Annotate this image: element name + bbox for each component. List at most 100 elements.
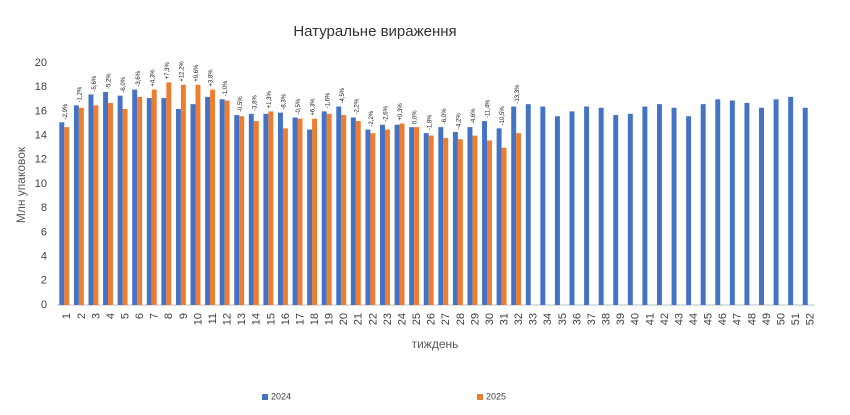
bar bbox=[467, 127, 473, 305]
bar bbox=[350, 117, 356, 305]
bar bbox=[642, 106, 648, 305]
bar bbox=[438, 127, 444, 305]
legend-label: 2024 bbox=[271, 391, 291, 401]
y-tick-label: 6 bbox=[41, 226, 47, 238]
x-tick-label: 24 bbox=[396, 313, 408, 325]
y-tick-label: 20 bbox=[35, 57, 47, 69]
x-tick-label: 33 bbox=[528, 313, 540, 325]
bar bbox=[103, 92, 109, 305]
x-tick-label: 28 bbox=[455, 313, 467, 325]
legend-swatch bbox=[477, 394, 483, 400]
data-annotation: -2,2% bbox=[369, 110, 375, 126]
bar bbox=[307, 129, 313, 305]
bar bbox=[166, 82, 172, 305]
data-annotation: -11,4% bbox=[486, 99, 492, 118]
bar bbox=[516, 133, 522, 305]
data-annotation: -4,6% bbox=[471, 108, 477, 124]
bar bbox=[802, 107, 808, 306]
legend-label: 2025 bbox=[486, 391, 506, 401]
bar bbox=[321, 111, 327, 306]
y-tick-label: 4 bbox=[41, 251, 47, 263]
chart-title: Натуральне вираження bbox=[293, 23, 456, 40]
x-tick-label: 22 bbox=[367, 313, 379, 325]
data-annotation: +4,3% bbox=[150, 69, 156, 87]
bar bbox=[525, 104, 531, 305]
data-annotation: -1,8% bbox=[427, 114, 433, 130]
bar bbox=[569, 111, 575, 306]
bar bbox=[613, 115, 619, 305]
bar bbox=[253, 121, 259, 305]
bar bbox=[180, 84, 186, 305]
data-annotation: -4,5% bbox=[340, 87, 346, 103]
y-tick-label: 12 bbox=[35, 154, 47, 166]
bar bbox=[122, 108, 128, 305]
data-annotation: -5,6% bbox=[92, 75, 98, 91]
bar bbox=[511, 106, 517, 305]
bar bbox=[428, 135, 434, 305]
x-tick-label: 2 bbox=[76, 313, 88, 319]
x-tick-label: 19 bbox=[324, 313, 336, 325]
x-axis-label: тиждень bbox=[412, 337, 459, 351]
x-tick-label: 37 bbox=[586, 313, 598, 325]
bar bbox=[78, 107, 84, 306]
y-tick-label: 18 bbox=[35, 81, 47, 93]
x-tick-label: 26 bbox=[426, 313, 438, 325]
data-annotation: 0,0% bbox=[413, 110, 419, 124]
x-tick-label: 32 bbox=[513, 313, 525, 325]
data-annotation: +9,6% bbox=[194, 64, 200, 82]
bar bbox=[59, 122, 65, 305]
data-annotation: +7,3% bbox=[165, 62, 171, 80]
bar bbox=[472, 135, 478, 305]
x-tick-label: 38 bbox=[601, 313, 613, 325]
bar bbox=[715, 99, 721, 305]
bar bbox=[161, 98, 167, 305]
bar bbox=[729, 100, 735, 305]
bar bbox=[370, 133, 376, 305]
bar bbox=[487, 140, 492, 305]
bar bbox=[88, 94, 94, 306]
y-tick-label: 14 bbox=[35, 130, 47, 142]
bar bbox=[540, 106, 546, 305]
data-annotation: -6,0% bbox=[121, 76, 127, 92]
y-tick-label: 2 bbox=[41, 275, 47, 287]
y-tick-label: 16 bbox=[35, 105, 47, 117]
x-tick-label: 25 bbox=[411, 313, 423, 325]
bar bbox=[671, 107, 677, 306]
data-annotation: -0,5% bbox=[238, 96, 244, 112]
x-tick-label: 16 bbox=[280, 313, 292, 325]
x-tick-label: 36 bbox=[571, 313, 583, 325]
data-annotation: +3,8% bbox=[209, 69, 215, 87]
bar bbox=[117, 95, 123, 305]
bar bbox=[759, 107, 764, 306]
bar bbox=[554, 116, 560, 306]
x-tick-label: 17 bbox=[294, 313, 306, 325]
data-annotation: -3,6% bbox=[136, 70, 142, 86]
x-tick-label: 21 bbox=[353, 313, 365, 325]
bar bbox=[788, 96, 794, 305]
bar bbox=[414, 127, 420, 305]
bar bbox=[297, 118, 303, 305]
bar bbox=[744, 102, 750, 306]
bar bbox=[108, 102, 113, 306]
bar bbox=[277, 112, 283, 305]
bar bbox=[64, 127, 70, 305]
bar bbox=[73, 105, 79, 305]
data-annotation: -1,2% bbox=[77, 86, 83, 102]
y-tick-label: 8 bbox=[41, 202, 47, 214]
bar bbox=[190, 104, 196, 305]
x-tick-label: 9 bbox=[178, 313, 190, 319]
x-tick-label: 52 bbox=[805, 313, 817, 325]
x-tick-label: 12 bbox=[222, 313, 234, 325]
legend-swatch bbox=[262, 394, 268, 400]
bar bbox=[263, 113, 269, 305]
x-tick-label: 48 bbox=[746, 313, 758, 325]
x-tick-label: 27 bbox=[440, 313, 452, 325]
bar bbox=[239, 116, 245, 306]
bar bbox=[210, 89, 216, 306]
y-tick-label: 0 bbox=[41, 299, 47, 311]
bar bbox=[656, 104, 662, 305]
x-tick-label: 20 bbox=[338, 313, 350, 325]
bar bbox=[409, 127, 415, 305]
x-tick-label: 50 bbox=[775, 313, 787, 325]
bar bbox=[443, 138, 449, 305]
